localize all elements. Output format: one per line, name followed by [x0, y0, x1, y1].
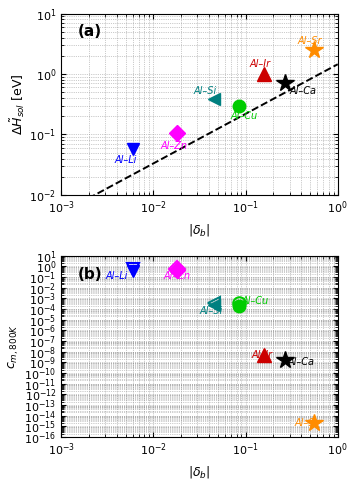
Text: Al–Sr: Al–Sr: [295, 418, 319, 428]
Y-axis label: $c_{m,800K}$: $c_{m,800K}$: [7, 324, 21, 369]
Text: Al–Zn: Al–Zn: [161, 141, 188, 151]
Text: Al–Ir: Al–Ir: [251, 350, 272, 360]
X-axis label: $|\delta_b|$: $|\delta_b|$: [188, 464, 211, 480]
Text: (a): (a): [78, 24, 102, 39]
Text: Al–Ir: Al–Ir: [250, 59, 271, 69]
X-axis label: $|\delta_b|$: $|\delta_b|$: [188, 222, 211, 238]
Text: Al–Sr: Al–Sr: [298, 36, 322, 46]
Y-axis label: $\Delta\tilde{H}_{sol}$ [eV]: $\Delta\tilde{H}_{sol}$ [eV]: [8, 74, 27, 135]
Text: Al–Si: Al–Si: [193, 86, 217, 96]
Text: (b): (b): [78, 266, 103, 281]
Text: Al–Li: Al–Li: [115, 155, 137, 165]
Text: Al–Ca: Al–Ca: [290, 86, 317, 95]
Text: Al–Cu: Al–Cu: [241, 296, 268, 306]
Text: Al–Li: Al–Li: [105, 271, 127, 281]
Text: Al–Si: Al–Si: [200, 306, 223, 317]
Text: Al–Cu: Al–Cu: [230, 111, 257, 121]
Text: Al–Zn: Al–Zn: [164, 271, 191, 281]
Text: Al–Ca: Al–Ca: [288, 357, 315, 367]
